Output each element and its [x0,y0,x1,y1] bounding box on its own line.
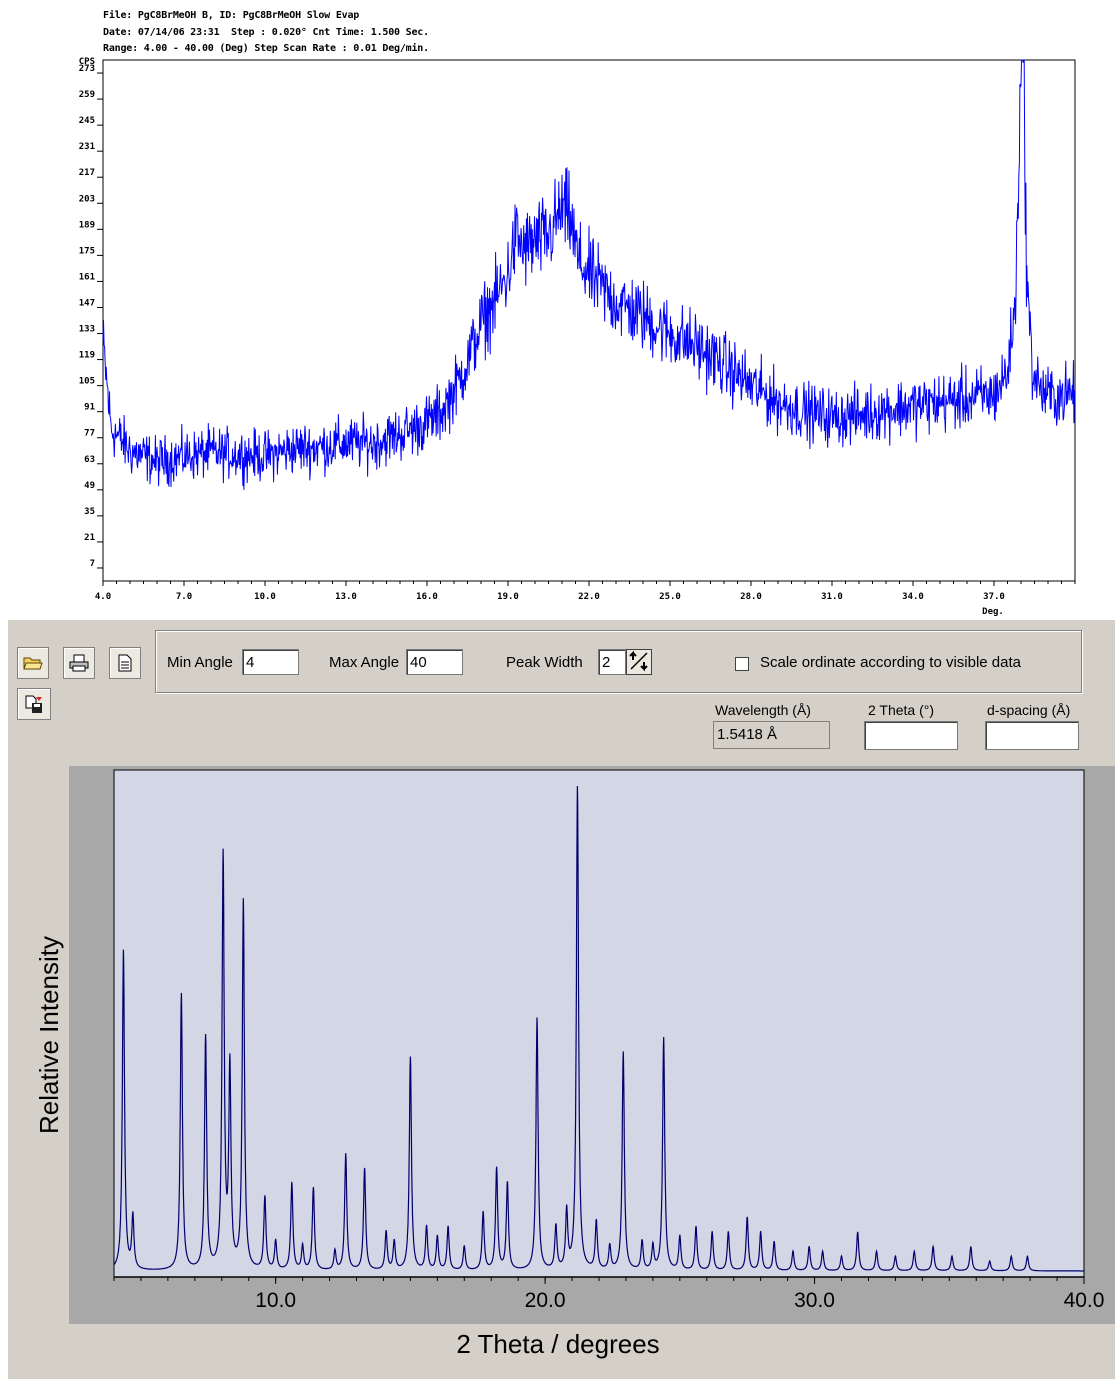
print-button[interactable] [63,647,95,679]
x-tick-label: 37.0 [983,592,1005,602]
peak-width-spinner[interactable] [626,649,652,675]
x-tick-label: 31.0 [821,592,843,602]
panel-left-edge [0,620,8,1379]
y-tick-label: 203 [79,194,95,204]
y-tick-label: 63 [84,455,95,465]
y-tick-label: 119 [79,351,95,361]
printer-icon [69,654,89,672]
x-tick-label: 28.0 [740,592,762,602]
y-tick-label: 35 [84,507,95,517]
wavelength-value: 1.5418 Å [713,721,830,749]
y-axis-label: Relative Intensity [34,936,64,1134]
dspacing-input[interactable] [985,721,1079,750]
x-tick-label: 25.0 [659,592,681,602]
angle-settings-group [155,630,1082,693]
measured-pattern-svg: 7 21 35 49 63 77 91 105 119 133 147 161 175 189 203 217… [79,57,1076,617]
max-angle-label: Max Angle [329,654,400,671]
save-export-icon [25,695,42,713]
two-theta-label: 2 Theta (°) [868,702,935,718]
x-tick-label: 20.0 [525,1289,566,1312]
y-tick-label: 189 [79,220,95,230]
export-button[interactable] [17,688,51,720]
y-tick-label: 147 [79,298,95,308]
x-tick-label: 22.0 [578,592,600,602]
y-tick-label: 175 [79,246,95,256]
peak-width-label: Peak Width [506,654,583,671]
measured-series-line [102,59,1075,490]
file-info-line: File: PgC8BrMeOH B, ID: PgC8BrMeOH Slow … [103,10,360,21]
x-axis-label: 2 Theta / degrees [456,1329,659,1359]
simulated-series-line [113,785,1084,1272]
peak-width-input[interactable]: 2 [598,649,626,675]
y-tick-label: 21 [84,533,95,543]
y-tick-label: 161 [79,272,95,282]
y-tick-label: 49 [84,481,95,491]
max-angle-input[interactable]: 40 [406,649,463,675]
y-tick-label: 133 [79,325,95,335]
y-tick-label: 105 [79,377,95,387]
x-tick-label: 40.0 [1064,1289,1105,1312]
x-tick-label: 30.0 [794,1289,835,1312]
x-axis-label: Deg. [982,607,1004,617]
plot-area [102,59,1076,582]
document-icon [118,654,132,672]
spin-arrows-icon [629,650,648,672]
y-tick-label: 245 [79,116,95,126]
simulated-pattern-svg: 10.0 20.0 30.0 40.0 2 Theta / degrees Relativ… [34,769,1105,1359]
x-tick-label: 4.0 [95,592,111,602]
scale-ordinate-checkbox[interactable] [735,657,749,671]
y-tick-label: 217 [79,168,95,178]
x-tick-label: 19.0 [497,592,519,602]
min-angle-label: Min Angle [167,654,233,671]
y-tick-label: 231 [79,142,95,152]
folder-open-icon [23,657,43,670]
measured-pattern-chart: File: PgC8BrMeOH B, ID: PgC8BrMeOH Slow … [0,0,1115,620]
two-theta-input[interactable] [864,721,958,750]
y-axis-label: CPS [79,57,95,67]
open-file-button[interactable] [17,647,49,679]
date-info-line: Date: 07/14/06 23:31 Step : 0.020° Cnt T… [103,27,429,38]
simulation-panel: Min Angle 4 Max Angle 40 Peak Width 2 Sc… [0,620,1115,1379]
scale-ordinate-label: Scale ordinate according to visible data [760,654,1021,671]
x-tick-label: 16.0 [416,592,438,602]
y-tick-label: 91 [84,403,95,413]
dspacing-label: d-spacing (Å) [987,702,1071,718]
simulated-plot-area [113,769,1085,1278]
document-button[interactable] [109,647,141,679]
y-tick-label: 259 [79,90,95,100]
x-tick-label: 10.0 [255,1289,296,1312]
x-tick-label: 10.0 [254,592,276,602]
x-tick-label: 7.0 [176,592,192,602]
x-tick-label: 13.0 [335,592,357,602]
y-tick-label: 7 [90,559,95,569]
x-tick-label: 34.0 [902,592,924,602]
y-tick-label: 273 [79,64,95,74]
y-tick-label: 77 [84,429,95,439]
range-info-line: Range: 4.00 - 40.00 (Deg) Step Scan Rate… [103,43,429,54]
min-angle-input[interactable]: 4 [242,649,299,675]
wavelength-label: Wavelength (Å) [715,702,811,718]
